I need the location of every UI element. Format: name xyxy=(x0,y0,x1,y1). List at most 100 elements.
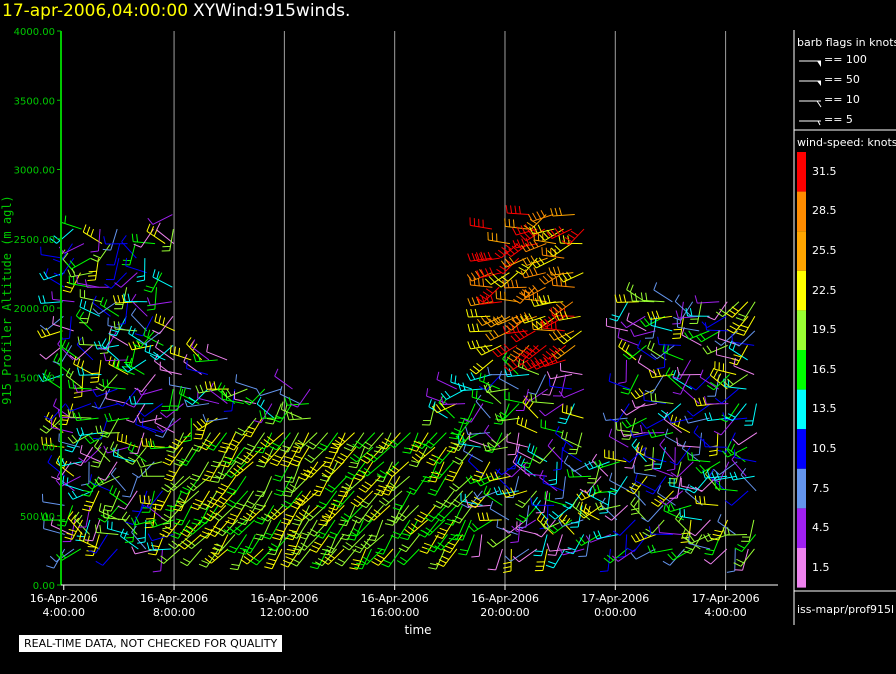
barb-feather xyxy=(422,530,430,536)
barb-staff xyxy=(555,433,574,448)
barb-staff xyxy=(341,446,357,465)
barb-feather xyxy=(254,537,263,541)
barb-feather xyxy=(525,398,531,406)
wind-barb xyxy=(626,534,649,553)
barb-staff xyxy=(438,402,455,419)
barb-feather xyxy=(400,537,409,541)
barb-staff xyxy=(60,461,83,467)
barb-staff xyxy=(722,301,740,317)
wind-barb xyxy=(131,293,148,317)
wind-barb xyxy=(82,490,100,512)
barb-feather xyxy=(199,384,204,393)
barb-feather xyxy=(87,279,96,281)
barb-feather xyxy=(548,333,555,341)
barb-feather xyxy=(711,479,720,483)
wind-barb xyxy=(295,490,319,506)
barb-feather xyxy=(111,521,113,530)
barb-feather xyxy=(179,490,188,495)
barb-feather xyxy=(479,372,482,381)
barb-feather xyxy=(130,517,136,526)
wind-barb xyxy=(152,548,163,573)
barb-staff xyxy=(218,446,229,468)
barb-feather xyxy=(108,326,113,335)
barb-feather xyxy=(168,470,177,474)
wind-barb xyxy=(90,243,112,263)
barb-staff xyxy=(171,461,184,482)
barb-feather xyxy=(621,421,628,429)
barb-staff xyxy=(646,417,667,429)
barb-feather xyxy=(264,452,273,458)
wind-barb xyxy=(199,519,220,539)
wind-barb xyxy=(651,490,674,507)
wind-barb xyxy=(669,477,692,492)
barb-feather xyxy=(710,537,719,541)
barb-feather xyxy=(52,417,57,425)
barb-feather xyxy=(565,501,573,506)
wind-barb xyxy=(373,432,392,454)
barb-feather xyxy=(192,502,201,507)
wind-barb xyxy=(523,388,548,402)
barb-feather xyxy=(149,354,157,361)
barb-feather xyxy=(503,365,510,372)
wind-barb xyxy=(704,396,729,405)
wind-barb xyxy=(729,471,755,481)
barb-feather xyxy=(77,336,80,345)
barb-feather xyxy=(392,507,401,511)
barb-feather xyxy=(455,435,462,443)
barb-staff xyxy=(617,337,639,346)
wind-barb xyxy=(546,371,573,380)
barb-staff xyxy=(193,475,211,491)
wind-barb xyxy=(715,301,740,318)
barb-feather xyxy=(517,455,522,464)
barb-feather xyxy=(493,487,498,495)
barb-staff xyxy=(276,446,290,466)
x-tick-label-date: 16-Apr-2006 xyxy=(471,592,539,605)
barb-feather xyxy=(352,443,360,449)
barb-feather xyxy=(133,343,141,349)
barb-feather xyxy=(535,360,541,368)
barb-staff xyxy=(40,301,63,304)
barb-feather xyxy=(729,361,738,366)
barb-feather xyxy=(549,348,556,355)
wind-barb xyxy=(315,519,336,539)
barb-feather xyxy=(520,315,525,324)
x-tick-label-time: 12:00:00 xyxy=(260,606,309,619)
wind-barb xyxy=(260,432,284,448)
flag-label-50: == 50 xyxy=(824,73,860,86)
wind-barb xyxy=(371,548,394,566)
barb-feather xyxy=(551,277,554,286)
wind-barb xyxy=(477,315,503,327)
barb-feather xyxy=(242,515,251,522)
wind-barb xyxy=(269,432,291,451)
wind-barb xyxy=(561,228,585,246)
barb-feather xyxy=(218,527,226,534)
barb-feather xyxy=(145,438,148,447)
barb-feather xyxy=(411,444,420,449)
barb-feather xyxy=(349,456,357,463)
wind-barb xyxy=(714,480,738,492)
barb-feather xyxy=(246,451,254,458)
barb-feather xyxy=(224,472,232,478)
barb-staff xyxy=(292,461,301,483)
barb-feather xyxy=(498,486,502,495)
wind-barb xyxy=(729,345,748,366)
barb-feather xyxy=(671,551,678,559)
flag-sample-barb-5 xyxy=(817,120,821,126)
barb-staff xyxy=(302,504,319,521)
barb-staff xyxy=(198,388,221,394)
barb-staff xyxy=(480,272,502,279)
barb-feather xyxy=(256,490,265,493)
barb-feather xyxy=(204,474,213,478)
barb-feather xyxy=(141,503,149,509)
barb-feather xyxy=(131,233,134,242)
wind-barb xyxy=(154,414,175,434)
barb-feather xyxy=(202,478,211,482)
wind-barb xyxy=(520,313,546,324)
barb-feather xyxy=(89,480,96,487)
barb-staff xyxy=(468,504,491,508)
barb-feather xyxy=(135,416,138,425)
barb-feather xyxy=(162,522,171,525)
wind-barb xyxy=(212,505,236,521)
barb-feather xyxy=(629,486,637,491)
barb-staff xyxy=(402,505,419,522)
